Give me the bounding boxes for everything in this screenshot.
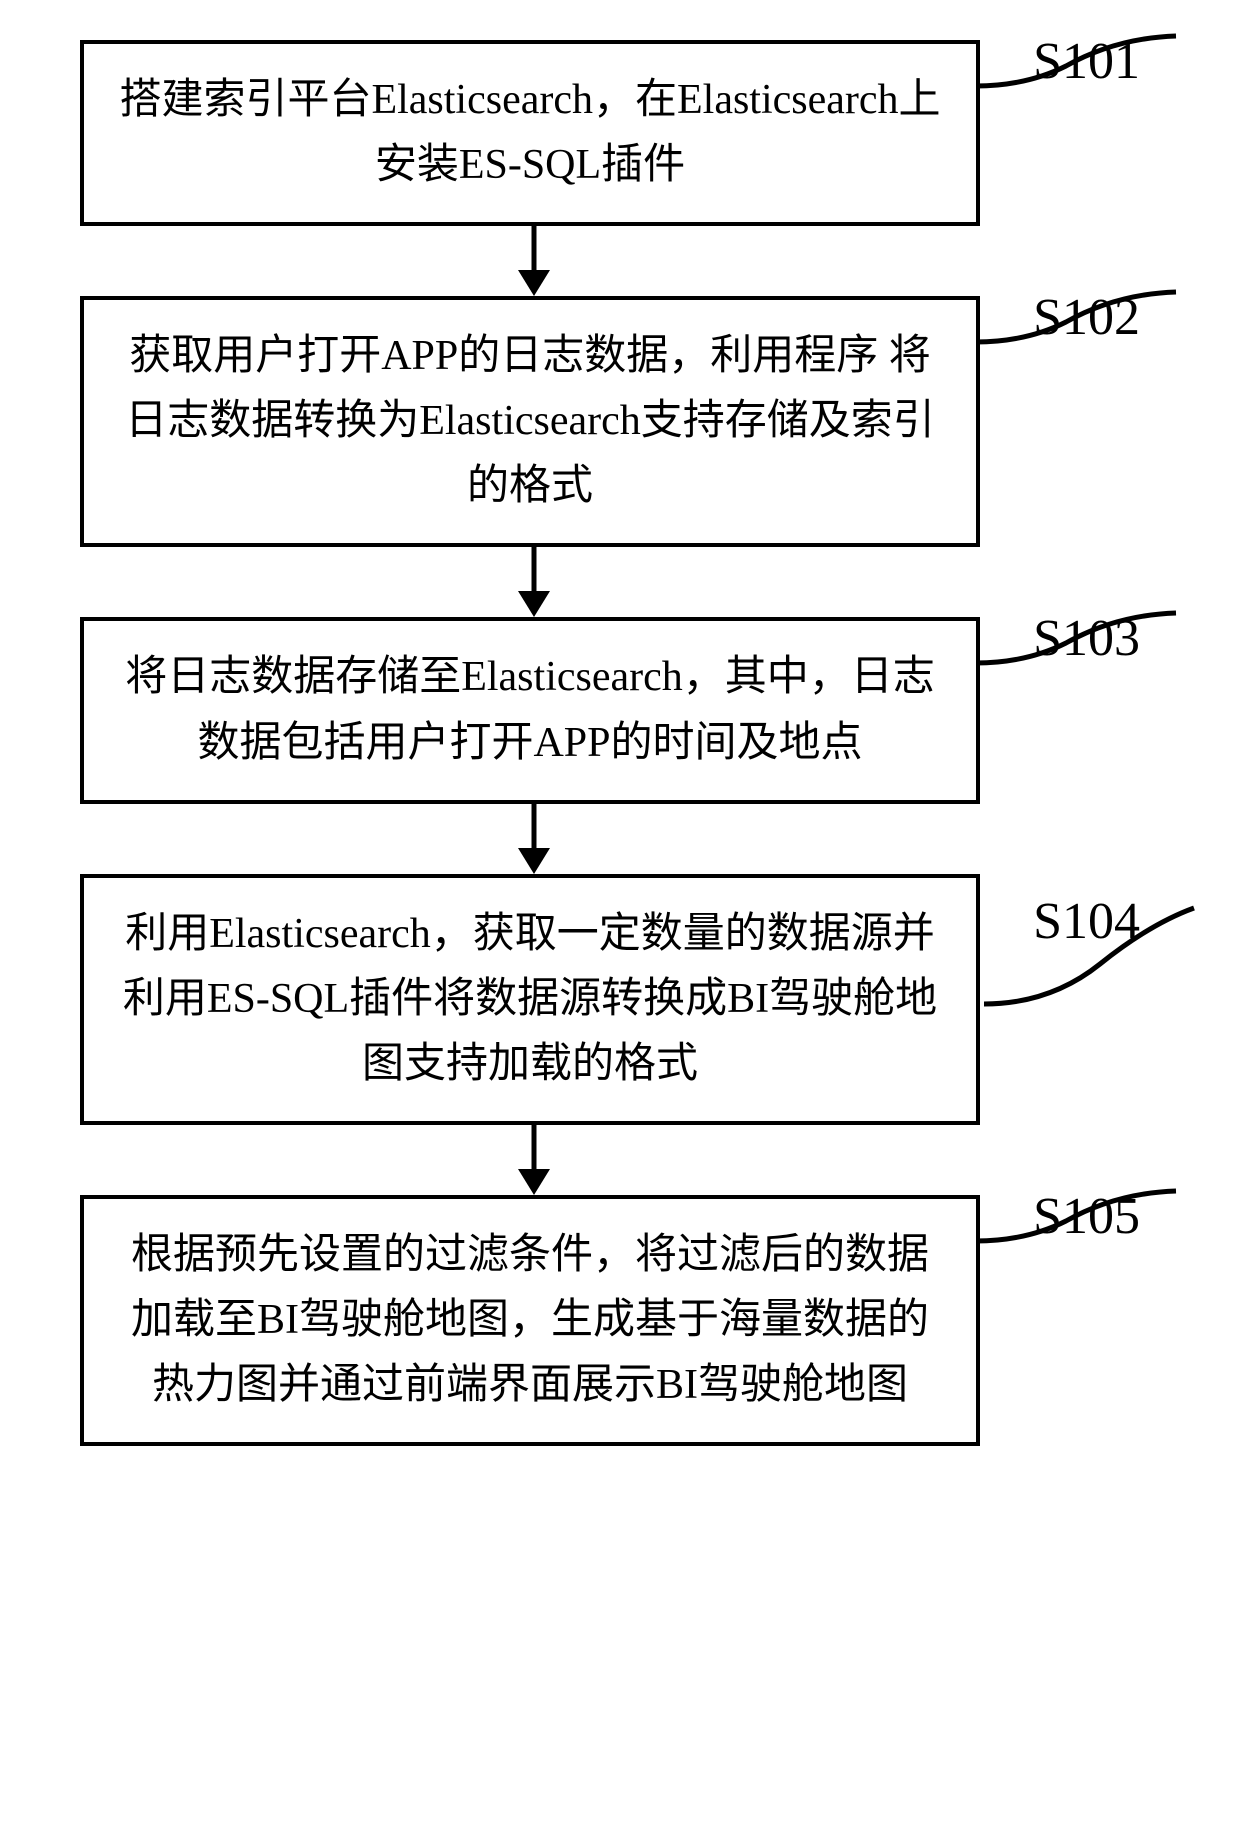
step-label: S102: [1033, 288, 1140, 347]
arrow-down-icon: [510, 804, 558, 874]
flow-node: 将日志数据存储至Elasticsearch，其中，日志数据包括用户打开APP的时…: [60, 617, 1180, 803]
step-label: S103: [1033, 609, 1140, 668]
flow-box-s103: 将日志数据存储至Elasticsearch，其中，日志数据包括用户打开APP的时…: [80, 617, 980, 803]
flow-box-s102: 获取用户打开APP的日志数据，利用程序 将日志数据转换为Elasticsearc…: [80, 296, 980, 547]
flow-node: 利用Elasticsearch，获取一定数量的数据源并利用ES-SQL插件将数据…: [60, 874, 1180, 1125]
flow-box-text: 将日志数据存储至Elasticsearch，其中，日志数据包括用户打开APP的时…: [125, 654, 935, 765]
step-label: S105: [1033, 1187, 1140, 1246]
flow-box-s101: 搭建索引平台Elasticsearch，在Elasticsearch上安装ES-…: [80, 40, 980, 226]
flowchart-container: 搭建索引平台Elasticsearch，在Elasticsearch上安装ES-…: [60, 40, 1180, 1446]
arrow-down-icon: [510, 226, 558, 296]
flow-box-text: 利用Elasticsearch，获取一定数量的数据源并利用ES-SQL插件将数据…: [123, 911, 937, 1087]
flow-node: 搭建索引平台Elasticsearch，在Elasticsearch上安装ES-…: [60, 40, 1180, 226]
step-label: S104: [1033, 892, 1140, 951]
flow-node: 根据预先设置的过滤条件，将过滤后的数据加载至BI驾驶舱地图，生成基于海量数据的热…: [60, 1195, 1180, 1446]
step-label: S101: [1033, 32, 1140, 91]
flow-box-text: 根据预先设置的过滤条件，将过滤后的数据加载至BI驾驶舱地图，生成基于海量数据的热…: [131, 1232, 929, 1408]
flow-box-s105: 根据预先设置的过滤条件，将过滤后的数据加载至BI驾驶舱地图，生成基于海量数据的热…: [80, 1195, 980, 1446]
arrow-down-icon: [510, 1125, 558, 1195]
flow-box-s104: 利用Elasticsearch，获取一定数量的数据源并利用ES-SQL插件将数据…: [80, 874, 980, 1125]
arrow-down-icon: [510, 547, 558, 617]
flow-node: 获取用户打开APP的日志数据，利用程序 将日志数据转换为Elasticsearc…: [60, 296, 1180, 547]
flow-box-text: 搭建索引平台Elasticsearch，在Elasticsearch上安装ES-…: [119, 77, 940, 188]
flow-box-text: 获取用户打开APP的日志数据，利用程序 将日志数据转换为Elasticsearc…: [125, 333, 935, 509]
